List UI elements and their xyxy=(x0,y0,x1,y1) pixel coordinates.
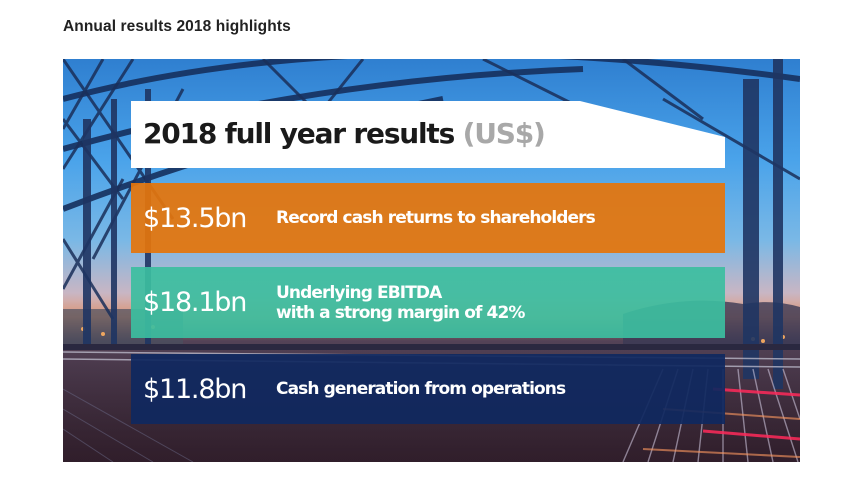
stat-label: Cash generation from operations xyxy=(276,379,566,399)
stat-underlying-ebitda: $18.1bn Underlying EBITDA with a strong … xyxy=(131,267,725,338)
stat-value: $11.8bn xyxy=(143,373,247,405)
results-heading: 2018 full year results (US$) xyxy=(143,117,546,150)
results-heading-main: 2018 full year results xyxy=(143,117,455,150)
page-title: Annual results 2018 highlights xyxy=(63,18,291,35)
stat-cash-generation: $11.8bn Cash generation from operations xyxy=(131,354,725,424)
stat-value: $18.1bn xyxy=(143,287,247,318)
stat-label-line: Record cash returns to shareholders xyxy=(276,208,596,228)
currency-unit: (US$) xyxy=(462,117,546,150)
stat-label-line: with a strong margin of 42% xyxy=(276,302,525,323)
stat-label: Record cash returns to shareholders xyxy=(276,208,596,228)
highlights-image: 2018 full year results (US$) $13.5bn Rec… xyxy=(63,59,800,462)
stat-label-line: Cash generation from operations xyxy=(276,379,566,399)
stat-label-line: Underlying EBITDA xyxy=(276,282,442,303)
stat-cash-returns: $13.5bn Record cash returns to sharehold… xyxy=(131,183,725,253)
stat-label: Underlying EBITDA with a strong margin o… xyxy=(276,283,525,323)
stat-value: $13.5bn xyxy=(143,202,247,234)
